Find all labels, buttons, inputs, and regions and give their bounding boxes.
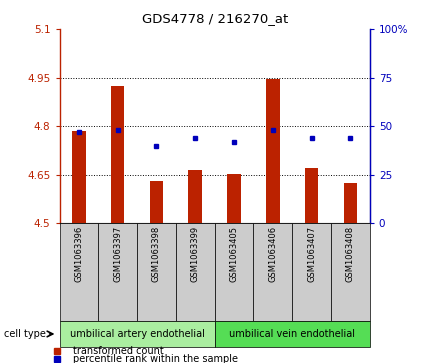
Text: GSM1063408: GSM1063408 (346, 226, 355, 282)
Bar (331, 223, 370, 321)
Bar (137, 223, 176, 321)
Bar (292, 223, 331, 321)
Bar (111, 86, 125, 223)
Text: umbilical artery endothelial: umbilical artery endothelial (70, 329, 204, 339)
Text: GSM1063407: GSM1063407 (307, 226, 316, 282)
Text: GSM1063396: GSM1063396 (74, 226, 83, 282)
Bar (72, 131, 86, 223)
Text: cell type: cell type (4, 329, 46, 339)
Text: percentile rank within the sample: percentile rank within the sample (74, 354, 238, 363)
Text: GSM1063397: GSM1063397 (113, 226, 122, 282)
Bar (227, 174, 241, 223)
Text: GSM1063406: GSM1063406 (268, 226, 277, 282)
Text: GSM1063399: GSM1063399 (191, 226, 200, 282)
Bar (60, 321, 215, 347)
Bar (253, 223, 292, 321)
Bar (60, 223, 98, 321)
Bar (305, 168, 318, 223)
Bar (176, 223, 215, 321)
Text: umbilical vein endothelial: umbilical vein endothelial (229, 329, 355, 339)
Bar (266, 78, 280, 223)
Text: transformed count: transformed count (74, 346, 164, 356)
Text: GSM1063405: GSM1063405 (230, 226, 238, 282)
Bar (215, 223, 253, 321)
Title: GDS4778 / 216270_at: GDS4778 / 216270_at (142, 12, 288, 25)
Bar (343, 183, 357, 223)
Text: GSM1063398: GSM1063398 (152, 226, 161, 282)
Bar (215, 321, 370, 347)
Bar (150, 181, 163, 223)
Bar (98, 223, 137, 321)
Bar (188, 171, 202, 223)
